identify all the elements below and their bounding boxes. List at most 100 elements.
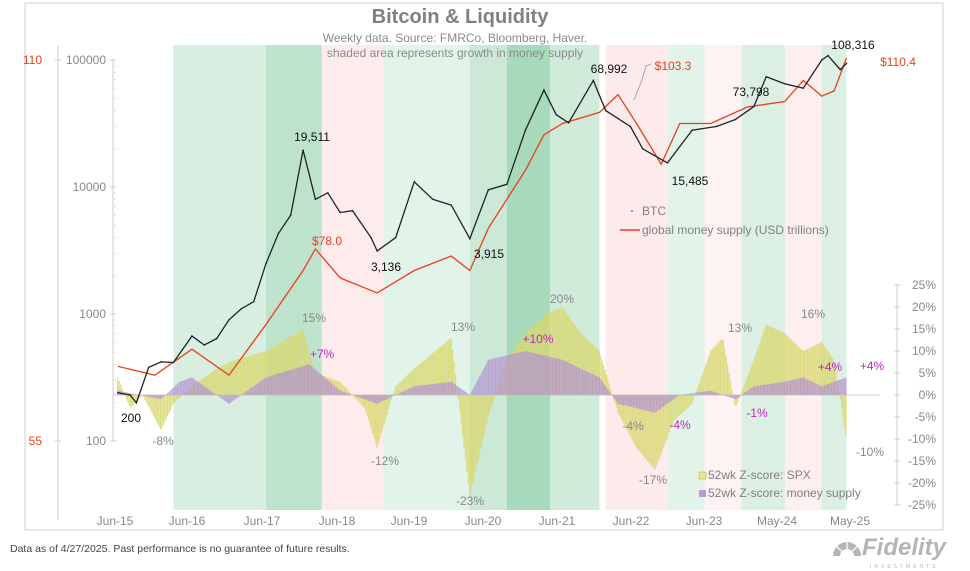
bar-zscore-money-supply: [345, 392, 347, 395]
point-btc: [172, 361, 175, 364]
bar-zscore-money-supply: [625, 395, 628, 406]
bar-zscore-money-supply: [620, 395, 622, 405]
bar-zscore-spx: [581, 334, 583, 395]
annotation-spx: 16%: [801, 307, 825, 321]
bar-zscore-money-supply: [286, 370, 289, 395]
bar-zscore-money-supply: [527, 351, 529, 395]
bar-zscore-money-supply: [362, 395, 364, 399]
point-btc: [289, 214, 292, 216]
bar-zscore-money-supply: [635, 395, 638, 409]
shading-band-decline: [321, 45, 384, 510]
bar-zscore-spx: [369, 395, 371, 425]
bar-zscore-spx: [610, 388, 612, 395]
bar-zscore-spx: [149, 395, 152, 411]
bar-zscore-money-supply: [457, 386, 460, 395]
bar-zscore-money-supply: [447, 382, 450, 395]
bar-zscore-spx: [148, 395, 150, 408]
bar-zscore-spx: [648, 395, 650, 464]
bar-zscore-spx: [269, 348, 271, 395]
bar-zscore-money-supply: [839, 379, 841, 395]
bar-zscore-spx: [295, 333, 297, 395]
tick-label-x: May-25: [830, 514, 870, 528]
bar-zscore-money-supply: [692, 393, 695, 395]
bar-zscore-money-supply: [192, 378, 194, 395]
point-btc: [135, 401, 138, 404]
bar-zscore-spx: [353, 395, 355, 398]
point-btc: [240, 307, 243, 310]
bar-zscore-spx: [403, 378, 405, 395]
point-btc: [376, 250, 378, 252]
bar-zscore-money-supply: [169, 390, 172, 395]
bar-zscore-spx: [142, 395, 145, 397]
bar-zscore-money-supply: [836, 380, 839, 395]
bar-zscore-money-supply: [701, 391, 703, 395]
bar-zscore-money-supply: [442, 382, 444, 395]
bar-zscore-spx: [452, 349, 454, 395]
legend-zscore-money: 52wk Z-score: money supply: [699, 486, 861, 500]
tick-label-x: Jun-18: [319, 514, 356, 528]
bar-zscore-spx: [795, 344, 797, 395]
tick-label-money-supply: 55: [29, 434, 43, 448]
bar-zscore-money-supply: [657, 395, 659, 411]
bar-zscore-money-supply: [531, 352, 534, 395]
bar-zscore-spx: [147, 395, 149, 405]
annotation-ms: -1%: [746, 406, 768, 420]
bar-zscore-spx: [467, 395, 469, 485]
shading-band-growth: [506, 45, 551, 510]
bar-zscore-spx: [681, 395, 683, 414]
bar-zscore-money-supply: [650, 395, 652, 412]
bar-zscore-spx: [336, 380, 338, 395]
bar-zscore-spx: [768, 325, 770, 395]
bar-zscore-spx: [407, 374, 410, 395]
bar-zscore-spx: [473, 395, 475, 478]
bar-zscore-spx: [231, 361, 233, 395]
bar-zscore-spx: [776, 330, 779, 395]
bar-zscore-money-supply: [671, 395, 673, 401]
annotation-money: $103.3: [655, 59, 692, 73]
bar-zscore-money-supply: [266, 376, 269, 395]
bar-zscore-spx: [235, 359, 237, 395]
bar-zscore-money-supply: [343, 392, 346, 395]
bar-zscore-spx: [600, 355, 602, 395]
bar-zscore-money-supply: [546, 356, 548, 395]
bar-zscore-spx: [447, 340, 450, 395]
bar-zscore-money-supply: [637, 395, 639, 409]
bar-zscore-spx: [799, 348, 802, 395]
bar-zscore-spx: [558, 308, 561, 395]
bar-zscore-spx: [469, 395, 471, 497]
bar-zscore-spx: [654, 395, 656, 470]
bar-zscore-money-supply: [547, 356, 549, 395]
bar-zscore-money-supply: [288, 370, 290, 395]
bar-zscore-spx: [707, 359, 709, 395]
bar-zscore-spx: [587, 340, 589, 395]
bar-zscore-money-supply: [446, 382, 448, 395]
bar-zscore-spx: [665, 395, 668, 441]
bar-zscore-spx: [255, 353, 257, 395]
bar-zscore-money-supply: [253, 385, 256, 395]
bar-zscore-spx: [784, 333, 786, 395]
bar-zscore-money-supply: [312, 367, 314, 395]
bar-zscore-spx: [677, 395, 679, 418]
bar-zscore-money-supply: [585, 371, 588, 395]
bar-zscore-money-supply: [520, 352, 522, 395]
bar-zscore-money-supply: [305, 365, 307, 395]
bar-zscore-spx: [370, 395, 373, 430]
bar-zscore-money-supply: [677, 395, 679, 397]
bar-zscore-spx: [363, 395, 365, 408]
bar-zscore-money-supply: [771, 383, 773, 395]
bar-zscore-spx: [634, 395, 636, 446]
fidelity-logo-text: Fidelity: [862, 534, 948, 561]
bar-zscore-money-supply: [186, 378, 189, 395]
bar-zscore-spx: [603, 365, 605, 395]
bar-zscore-spx: [281, 341, 283, 395]
bar-zscore-spx: [766, 325, 769, 395]
bar-zscore-money-supply: [403, 390, 405, 395]
bar-zscore-money-supply: [407, 388, 410, 395]
bar-zscore-money-supply: [161, 395, 163, 399]
bar-zscore-money-supply: [737, 395, 739, 398]
bar-zscore-money-supply: [369, 395, 371, 402]
bar-zscore-money-supply: [590, 373, 592, 395]
bar-zscore-spx: [765, 324, 767, 395]
bar-zscore-money-supply: [424, 384, 427, 395]
bar-zscore-spx: [742, 387, 745, 395]
